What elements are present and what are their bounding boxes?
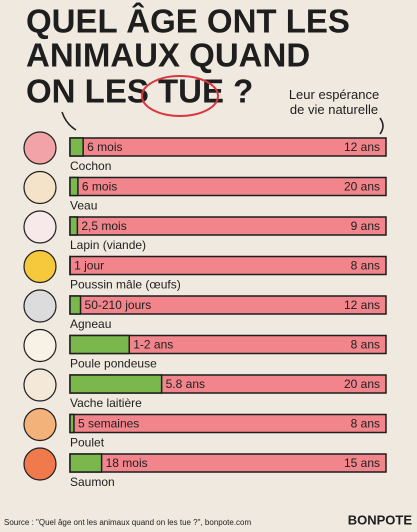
slaughter-label: 5 semaines — [78, 417, 139, 431]
animal-icon — [23, 210, 57, 244]
animal-icon — [23, 131, 57, 165]
title-line: QUEL ÂGE ONT LES — [26, 3, 350, 40]
slaughter-bar — [69, 374, 163, 394]
animal-icon — [23, 289, 57, 323]
slaughter-bar — [69, 334, 130, 355]
annotation: Leur espérance de vie naturelle — [289, 87, 379, 117]
slaughter-bar — [69, 216, 79, 236]
animal-name: Poussin mâle (œufs) — [70, 278, 181, 292]
animal-name: Poulet — [70, 436, 105, 450]
animal-name: Agneau — [70, 317, 111, 331]
lifespan-label: 12 ans — [344, 140, 380, 154]
animal-name: Veau — [70, 199, 97, 213]
lifespan-label: 20 ans — [344, 180, 380, 194]
animal-name: Vache laitière — [70, 396, 142, 410]
slaughter-bar — [69, 176, 79, 197]
lifespan-label: 8 ans — [351, 417, 380, 431]
animal-icon — [23, 170, 57, 205]
animal-name: Poule pondeuse — [70, 357, 157, 371]
animal-icon — [23, 328, 57, 363]
animal-icon — [23, 447, 57, 481]
lifespan-label: 8 ans — [351, 338, 380, 352]
animal-icon — [23, 368, 57, 402]
title: QUEL ÂGE ONT LES ANIMAUX QUAND ON LES TU… — [26, 3, 350, 110]
slaughter-label: 1-2 ans — [133, 338, 173, 352]
lifespan-label: 8 ans — [351, 259, 380, 273]
arrow — [61, 111, 77, 131]
arrow — [379, 117, 384, 135]
slaughter-label: 50-210 jours — [85, 298, 152, 312]
logo: BONPOTE — [348, 512, 413, 527]
lifespan-label: 15 ans — [344, 456, 380, 470]
title-line: ON LES TUE ? — [26, 73, 253, 110]
highlight-circle — [141, 75, 219, 117]
slaughter-label: 5.8 ans — [166, 377, 205, 391]
lifespan-bar — [69, 255, 387, 276]
animal-name: Saumon — [70, 475, 115, 489]
slaughter-bar — [69, 413, 75, 434]
slaughter-label: 1 jour — [74, 259, 104, 273]
slaughter-label: 2,5 mois — [81, 219, 126, 233]
lifespan-label: 20 ans — [344, 377, 380, 391]
lifespan-bar — [69, 176, 387, 197]
animal-name: Lapin (viande) — [70, 238, 146, 252]
lifespan-label: 12 ans — [344, 298, 380, 312]
animal-icon — [23, 249, 57, 284]
animal-name: Cochon — [70, 159, 111, 173]
slaughter-label: 6 mois — [82, 180, 117, 194]
title-line: ANIMAUX QUAND — [26, 37, 310, 74]
animal-icon — [23, 407, 57, 442]
slaughter-bar — [69, 295, 82, 315]
lifespan-label: 9 ans — [351, 219, 380, 233]
slaughter-label: 6 mois — [87, 140, 122, 154]
slaughter-bar — [69, 137, 84, 157]
slaughter-bar — [69, 453, 103, 473]
source: Source : "Quel âge ont les animaux quand… — [4, 518, 252, 527]
slaughter-label: 18 mois — [106, 456, 148, 470]
